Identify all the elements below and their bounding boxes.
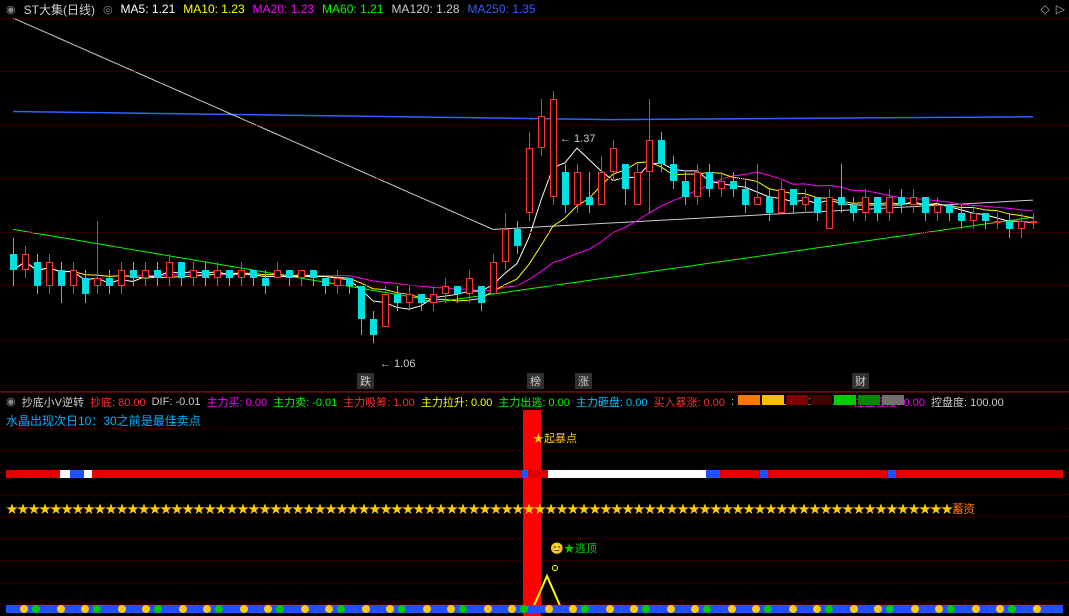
ma60-label: MA60: 1.21 bbox=[322, 2, 383, 16]
star-row: ★★★★★★★★★★★★★★★★★★★★★★★★★★★★★★★★★★★★★★★★… bbox=[6, 500, 1063, 514]
indicator-metric: 主力卖: -0.01 bbox=[273, 394, 337, 410]
indicator-metric: 主力砸盘: 0.00 bbox=[576, 394, 648, 410]
indicator-metric: 主力出逃: 0.00 bbox=[498, 394, 570, 410]
marker-circle bbox=[552, 565, 558, 571]
indicator-name: 抄底小V逆转 bbox=[22, 394, 84, 410]
indicator-metric: 主力拉升: 0.00 bbox=[421, 394, 493, 410]
indicator-header: ◉ 抄底小V逆转 抄底: 80.00 DIF: -0.01 主力买: 0.00 主力卖… bbox=[0, 392, 1069, 410]
ma5-label: MA5: 1.21 bbox=[121, 2, 176, 16]
visibility-icon[interactable]: ◎ bbox=[103, 3, 113, 16]
corner-close-icon[interactable]: ▷ bbox=[1056, 2, 1065, 16]
chart-title: ST大集(日线) bbox=[24, 1, 95, 18]
annotation-escape-top: 😊★逃顶 bbox=[550, 540, 597, 556]
ma10-label: MA10: 1.23 bbox=[183, 2, 244, 16]
high-price-label: ← 1.37 bbox=[560, 133, 595, 145]
ma120-label: MA120: 1.28 bbox=[391, 2, 459, 16]
candlestick-chart[interactable]: ← 1.37 ← 1.06 跌 榜 涨 财 bbox=[0, 18, 1069, 392]
indicator-metric: DIF: -0.01 bbox=[152, 396, 201, 408]
ma250-label: MA250: 1.35 bbox=[468, 2, 536, 16]
chart-header: ◉ ST大集(日线) ◎ MA5: 1.21 MA10: 1.23 MA20: … bbox=[0, 0, 1069, 18]
low-price-label: ← 1.06 bbox=[380, 358, 415, 370]
indicator-metric: 抄底: 80.00 bbox=[90, 394, 146, 410]
color-legend bbox=[738, 395, 904, 405]
dot-row bbox=[6, 602, 1063, 616]
indicator-panel[interactable]: 水晶出现次日10：30之前是最佳卖点 ★起暴点 ★★★★★★★★★★★★★★★★★… bbox=[0, 410, 1069, 616]
chart-tag: 跌 bbox=[357, 373, 374, 389]
corner-diamond-icon[interactable]: ◇ bbox=[1041, 2, 1050, 16]
indicator-metric: 控盘度: 100.00 bbox=[931, 394, 1004, 410]
indicator-metric: 主力买: 0.00 bbox=[207, 394, 268, 410]
chart-tag: 涨 bbox=[575, 373, 592, 389]
chart-tag: 财 bbox=[852, 373, 869, 389]
eye-icon: ◉ bbox=[6, 3, 16, 16]
ma-lines-overlay bbox=[0, 18, 1069, 392]
indicator-metric: 主力吸筹: 1.00 bbox=[343, 394, 415, 410]
ma20-label: MA20: 1.23 bbox=[253, 2, 314, 16]
eye-icon: ◉ bbox=[6, 395, 16, 408]
indicator-metric: 买入暴涨: 0.00 bbox=[653, 394, 725, 410]
chart-tag: 榜 bbox=[527, 373, 544, 389]
indicator-message: 水晶出现次日10：30之前是最佳卖点 bbox=[6, 412, 201, 429]
annotation-burst-point: ★起暴点 bbox=[533, 430, 577, 446]
stripe-row bbox=[6, 470, 1063, 478]
